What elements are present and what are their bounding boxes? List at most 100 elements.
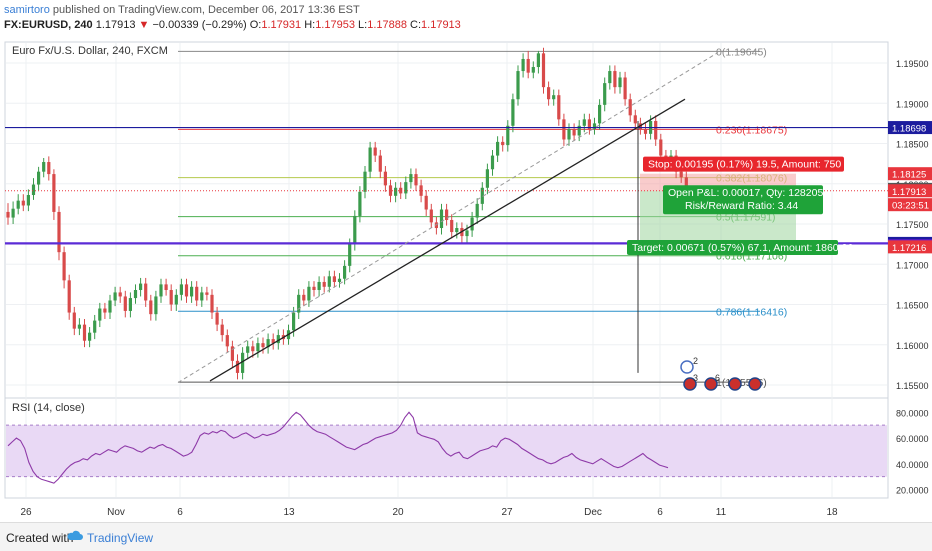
price-tag-box [888, 167, 932, 181]
candle-body [118, 292, 122, 297]
candle-body [613, 71, 617, 88]
candle-body [11, 208, 15, 218]
change-down-icon: ▼ [138, 19, 150, 31]
stop-label-text: Stop: 0.00195 (0.17%) 19.5, Amount: 750 [648, 159, 841, 171]
candle-body [526, 58, 530, 73]
candle-body [108, 300, 112, 313]
candle-body [419, 185, 423, 196]
close-value: 1.17913 [421, 19, 461, 31]
candle-body [470, 217, 474, 231]
price-tag-text: 1.17913 [892, 187, 926, 198]
candle-body [184, 284, 189, 297]
chart-frame[interactable]: 0(1.19645)0.236(1.18675)0.382(1.18076)0.… [0, 40, 932, 518]
y-tick-label: 1.19500 [896, 59, 929, 69]
x-tick-label: 6 [657, 507, 663, 518]
candle-body [113, 292, 117, 301]
candle-body [450, 219, 454, 233]
x-tick-label: 26 [20, 507, 32, 518]
fib-trend-line [177, 52, 719, 384]
y-tick-label: 1.16000 [896, 341, 929, 351]
candle-body [577, 125, 581, 136]
candle-body [521, 58, 525, 72]
low-value: 1.17888 [367, 19, 407, 31]
candle-body [93, 320, 97, 333]
candle-body [16, 200, 20, 209]
candle-body [159, 284, 163, 297]
candle-body [42, 162, 46, 172]
candle-body [190, 286, 194, 297]
open-label: O: [249, 19, 262, 31]
candle-body [353, 215, 357, 245]
candle-body [531, 67, 535, 73]
price-tag-text: 03:23:51 [892, 201, 929, 212]
symbol-quote: FX:EURUSD, 240 1.17913 ▼ −0.00339 (−0.29… [4, 19, 461, 31]
candle-body [358, 191, 362, 216]
flag-count: 6 [715, 373, 720, 383]
candle-body [684, 177, 688, 191]
candle-body [603, 83, 607, 105]
candle-body [179, 284, 183, 295]
candle-body [475, 203, 479, 218]
candle-body [82, 324, 87, 341]
y-tick-label: 1.17000 [896, 260, 929, 270]
price-chart[interactable]: 0(1.19645)0.236(1.18675)0.382(1.18076)0.… [0, 40, 932, 518]
candle-body [388, 185, 393, 196]
x-tick-label: Nov [107, 507, 125, 518]
event-icon-count: 2 [693, 356, 698, 366]
candle-body [246, 346, 250, 353]
high-value: 1.17953 [315, 19, 355, 31]
y-tick-label: 1.19000 [896, 99, 929, 109]
candle-body [154, 296, 158, 315]
publish-info: samirtoro published on TradingView.com, … [4, 4, 360, 16]
candle-body [429, 209, 433, 223]
candle-body [215, 312, 219, 325]
pnl-box [663, 185, 823, 215]
rsi-tick-label: 80.0000 [896, 408, 929, 418]
x-tick-label: 18 [826, 507, 838, 518]
candle-body [327, 276, 331, 287]
candle-body [200, 292, 204, 301]
candle-body [455, 228, 459, 233]
price-tag-box [888, 240, 932, 254]
candle-body [628, 99, 632, 116]
pnl-text: Open P&L: 0.00017, Qty: 128205 [668, 187, 823, 199]
candle-body [480, 187, 484, 204]
candle-body [312, 286, 316, 291]
candle-body [547, 87, 551, 100]
candle-body [26, 195, 30, 206]
candle-body [128, 298, 132, 311]
candle-body [409, 174, 413, 183]
price-tag-text: 1.18698 [892, 124, 926, 135]
candle-body [378, 155, 382, 172]
candle-body [123, 296, 127, 311]
candle-body [506, 125, 510, 146]
fib-level-label: 0.236(1.18675) [716, 124, 787, 136]
candle-body [541, 53, 546, 88]
tradingview-link[interactable]: TradingView [87, 531, 154, 545]
candle-body [72, 312, 76, 329]
high-label: H: [304, 19, 316, 31]
candle-body [511, 99, 515, 126]
candle-body [235, 360, 240, 373]
candle-body [169, 290, 173, 305]
candle-body [210, 294, 214, 313]
price-tag-box [888, 184, 932, 198]
uptrend-line [209, 98, 686, 382]
y-tick-label: 1.15500 [896, 381, 929, 391]
candle-body [557, 95, 561, 120]
flag-icon [683, 377, 697, 391]
candle-body [77, 324, 81, 329]
candle-body [501, 141, 505, 146]
candle-body [582, 119, 586, 126]
author-link[interactable]: samirtoro [4, 4, 50, 16]
candle-body [322, 281, 326, 287]
candle-body [618, 77, 622, 88]
candle-body [261, 343, 265, 348]
candle-body [552, 95, 556, 100]
candle-body [592, 123, 597, 130]
candle-body [47, 162, 51, 175]
candle-body [567, 129, 571, 140]
stop-label-box [643, 156, 844, 172]
publish-header: samirtoro published on TradingView.com, … [0, 0, 932, 40]
candle-body [297, 294, 301, 313]
